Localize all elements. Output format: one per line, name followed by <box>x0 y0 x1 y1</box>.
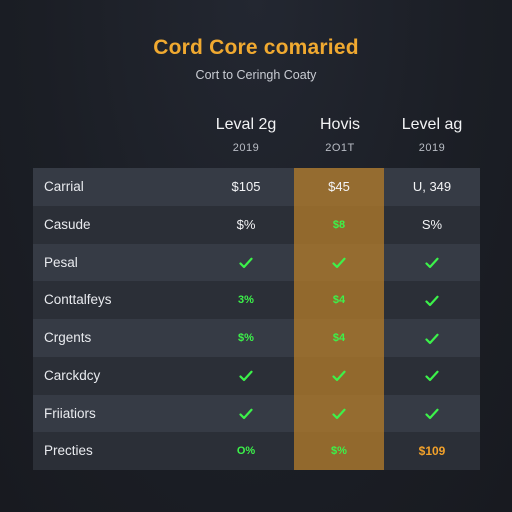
table-cell: $45 <box>328 179 350 194</box>
table-cell: $% <box>236 216 256 232</box>
table-row: Carrial <box>33 168 480 206</box>
table-row: Carckdcy <box>33 356 480 395</box>
check-icon <box>387 319 477 357</box>
column-name: Hovis <box>319 116 360 133</box>
column-name: Leval 2g <box>215 116 277 133</box>
table-row: Pesal <box>33 243 480 282</box>
comparison-table: Carrial Casude Pesal Conttalfeys Crgents Carc… <box>33 168 480 471</box>
check-icon <box>201 395 291 433</box>
table-cell: S% <box>421 216 443 232</box>
table-row: Crgents <box>33 319 480 357</box>
table-cell: $4 <box>332 294 346 307</box>
table-row: Precties <box>33 432 480 471</box>
column-year: 2019 <box>418 142 446 154</box>
column-name: Level ag <box>401 116 463 133</box>
check-icon <box>294 395 384 433</box>
row-label: Carrial <box>44 179 84 194</box>
table-row: Casude <box>33 205 480 244</box>
column-header-3: Level ag 2019 <box>382 116 482 154</box>
check-icon <box>294 244 384 282</box>
table-cell: $4 <box>332 332 346 344</box>
table-cell: U, 349 <box>412 179 452 194</box>
column-header-1: Leval 2g 2019 <box>196 116 296 154</box>
check-icon <box>387 357 477 395</box>
row-label: Casude <box>44 216 91 232</box>
table-cell: $8 <box>332 218 346 231</box>
table-cell: $109 <box>418 444 446 459</box>
table-cell: $105 <box>231 179 261 194</box>
column-year: 2O1T <box>325 142 355 154</box>
table-cell: $% <box>331 445 347 458</box>
check-icon <box>387 281 477 319</box>
check-icon <box>294 357 384 395</box>
table-cell: O% <box>236 445 256 458</box>
page-subtitle: Cort to Ceringh Coaty <box>195 68 317 82</box>
row-label: Precties <box>44 443 93 459</box>
column-header-2: Hovis 2O1T <box>290 116 390 154</box>
table-cell: $% <box>238 332 254 344</box>
table-row: Friiatiors <box>33 394 480 433</box>
row-label: Pesal <box>44 254 78 270</box>
column-year: 2019 <box>232 142 260 154</box>
check-icon <box>387 395 477 433</box>
row-label: Crgents <box>44 330 92 345</box>
row-label: Carckdcy <box>44 367 101 383</box>
row-label: Friiatiors <box>44 405 96 421</box>
check-icon <box>201 244 291 282</box>
table-row: Conttalfeys <box>33 281 480 320</box>
highlighted-column <box>294 168 384 470</box>
check-icon <box>201 357 291 395</box>
check-icon <box>387 244 477 282</box>
row-label: Conttalfeys <box>44 292 112 308</box>
page-title: Cord Core comaried <box>153 36 359 59</box>
table-cell: 3% <box>238 294 254 307</box>
